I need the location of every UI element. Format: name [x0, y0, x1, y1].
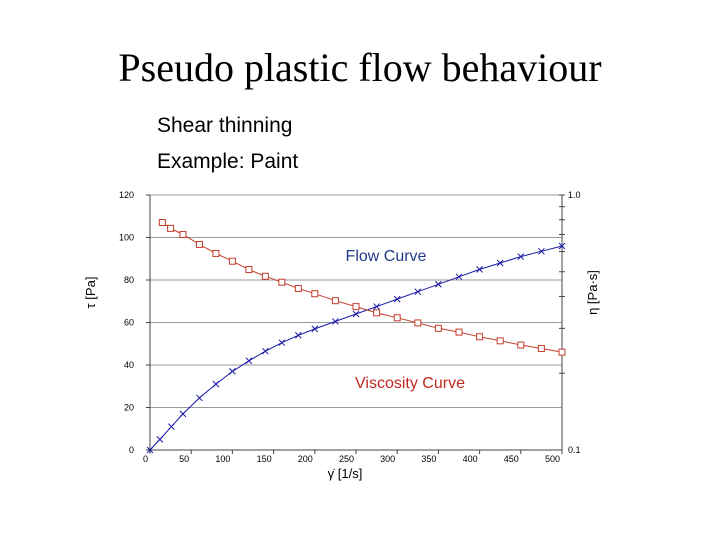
flow-curve-point — [332, 318, 339, 325]
y-axis-right-label: η [Pa·s] — [585, 270, 600, 315]
x-axis-label: γ̇ [1/s] — [328, 466, 363, 481]
y-left-tick-label: 60 — [124, 318, 134, 328]
slide-title: Pseudo plastic flow behaviour — [118, 45, 602, 90]
x-tick-label: 100 — [215, 454, 230, 464]
flow-curve-point — [414, 288, 422, 296]
viscosity-curve-point — [352, 303, 360, 311]
flow-curve-point — [558, 242, 566, 250]
flow-curve-point — [262, 347, 269, 355]
viscosity-curve-point — [179, 231, 187, 238]
flow-curve-annotation: Flow Curve — [346, 248, 427, 265]
flow-curve-point — [517, 253, 525, 260]
flow-curve-point — [496, 259, 504, 267]
flow-curve-point — [311, 325, 319, 333]
viscosity-curve-point — [476, 333, 484, 341]
viscosity-curve-point — [311, 290, 319, 298]
flow-curve-point — [476, 266, 483, 273]
bullet-shear-thinning: Shear thinning — [157, 114, 293, 137]
viscosity-curve-point — [537, 345, 545, 353]
flow-curve-point — [168, 423, 175, 430]
flow-curve-point — [229, 368, 236, 375]
viscosity-curve-point — [245, 266, 253, 274]
flow-curve-point — [538, 247, 545, 255]
y-left-tick-label: 20 — [124, 403, 134, 413]
viscosity-curve-point — [158, 219, 166, 227]
flow-curve-point — [393, 295, 401, 303]
y-left-tick-label: 80 — [124, 275, 134, 285]
viscosity-curve-point — [373, 309, 381, 317]
bullet-example: Example: Paint — [157, 150, 299, 173]
x-tick-label: 350 — [421, 454, 436, 464]
viscosity-curve-point — [261, 272, 269, 280]
viscosity-curve-point — [496, 337, 504, 345]
x-tick-label: 450 — [504, 454, 519, 464]
viscosity-curve-point — [393, 314, 401, 322]
viscosity-curve-point — [195, 240, 203, 248]
flow-curve-point — [294, 331, 302, 339]
y-axis-left-label: τ [Pa] — [83, 277, 98, 309]
viscosity-curve-point — [212, 249, 220, 257]
axis-ticks: 0 20 40 60 80 100 120 0.1 1.0 0 50 100 150 200 250 300 3… — [119, 190, 581, 464]
x-tick-label: 50 — [179, 454, 189, 464]
viscosity-curve-point — [167, 224, 175, 232]
flow-curve-point — [352, 310, 360, 318]
x-tick-label: 200 — [298, 454, 313, 464]
viscosity-curve-point — [414, 319, 422, 327]
series-group — [146, 219, 566, 454]
x-tick-label: 0 — [143, 454, 148, 464]
x-tick-label: 150 — [257, 454, 272, 464]
flow-curve-point — [212, 380, 220, 388]
x-tick-label: 300 — [380, 454, 395, 464]
viscosity-curve-line — [162, 222, 563, 353]
flow-curve-line — [149, 245, 563, 451]
flow-curve-point — [278, 339, 286, 347]
viscosity-curve-point — [228, 257, 236, 265]
x-tick-label: 400 — [463, 454, 478, 464]
flow-curve-point — [245, 357, 253, 365]
viscosity-curve-point — [434, 324, 442, 332]
viscosity-curve-point — [517, 341, 525, 349]
viscosity-curve-point — [294, 284, 302, 292]
viscosity-curve-point — [455, 328, 463, 336]
x-tick-label: 250 — [339, 454, 354, 464]
viscosity-curve-annotation: Viscosity Curve — [355, 375, 465, 392]
y-left-tick-label: 0 — [129, 445, 134, 455]
y-left-tick-label: 40 — [124, 360, 134, 370]
flow-curve-point — [156, 436, 164, 443]
flow-curve-point — [455, 273, 463, 281]
viscosity-curve-point — [331, 297, 339, 305]
flow-curve-point — [435, 280, 442, 288]
flow-curve-point — [196, 394, 203, 402]
flow-curve-point — [179, 410, 187, 418]
grid-lines — [150, 194, 562, 408]
y-right-tick-label: 0.1 — [568, 445, 581, 455]
viscosity-curve-point — [278, 278, 286, 286]
viscosity-curve-point — [558, 348, 566, 356]
y-left-tick-label: 100 — [119, 233, 134, 243]
flow-curve-point — [146, 446, 154, 454]
y-right-tick-label: 1.0 — [568, 190, 581, 200]
x-tick-label: 500 — [545, 454, 560, 464]
y-left-tick-label: 120 — [119, 190, 134, 200]
flow-curve-point — [373, 303, 380, 310]
